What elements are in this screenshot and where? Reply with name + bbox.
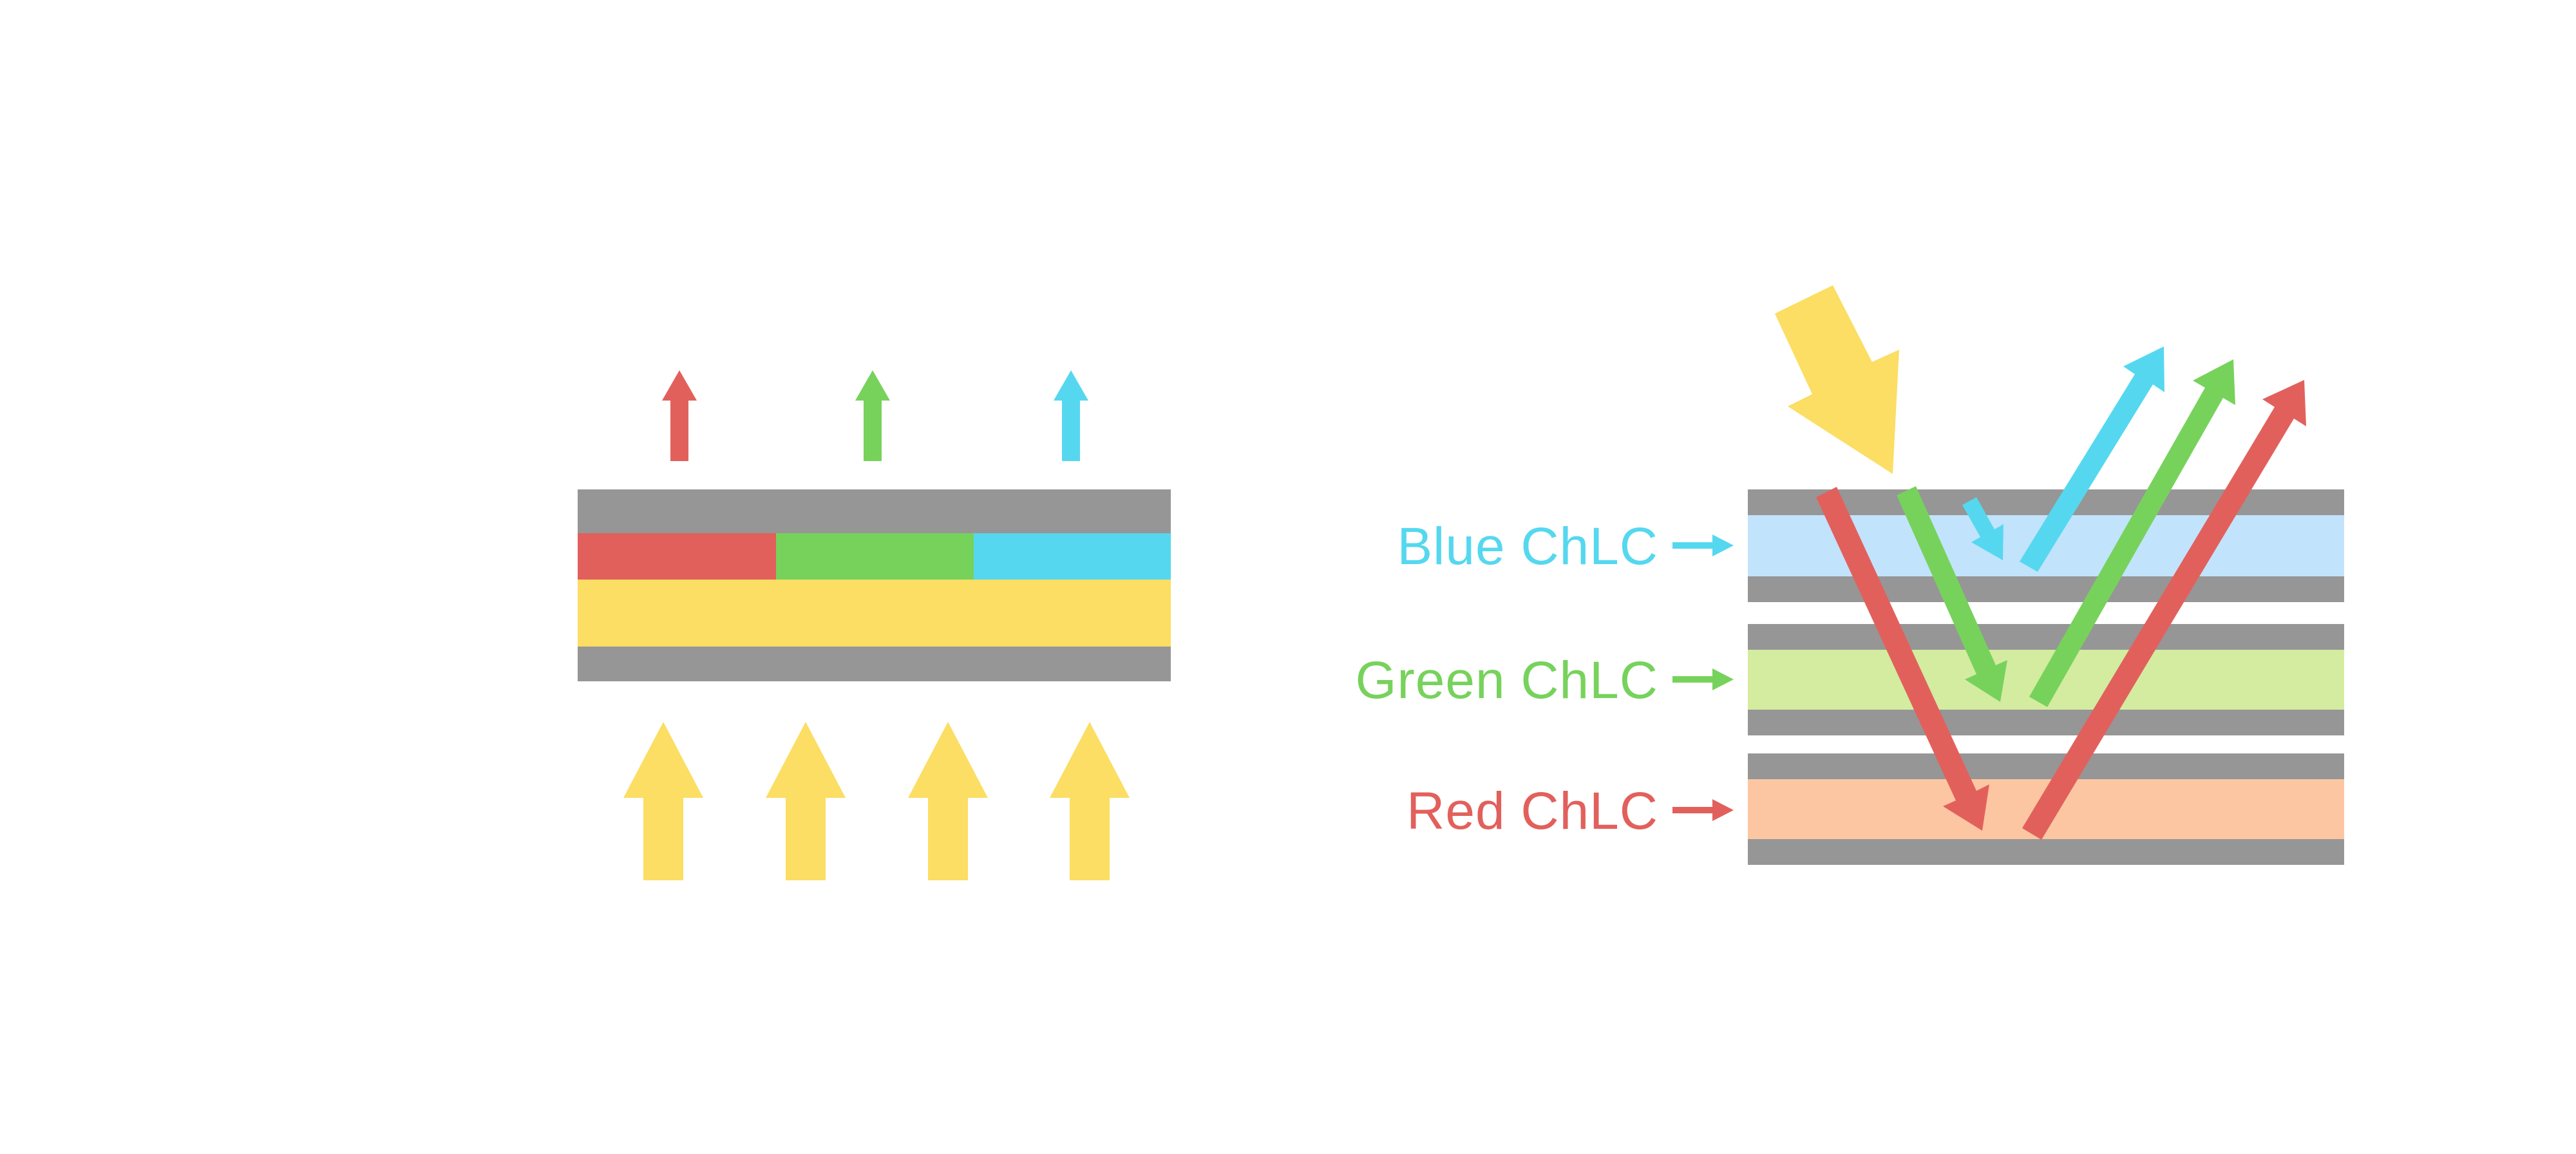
red-chlc-pointer-arrow-icon xyxy=(1672,799,1734,821)
blue-ray-down-arrow-icon xyxy=(1962,497,2003,560)
substrate-bar xyxy=(1748,839,2344,865)
emitted-blue-light-arrow-icon xyxy=(1054,370,1088,461)
red-ray-reflected-arrow-icon xyxy=(2022,380,2306,840)
emitted-green-light-arrow-icon xyxy=(855,370,890,461)
emitted-red-light-arrow-icon xyxy=(662,370,697,461)
blue-chlc-label: Blue ChLC xyxy=(1397,517,1658,576)
bottom-substrate-layer xyxy=(578,647,1171,681)
red-ray-down-arrow-icon xyxy=(1816,487,1989,831)
green-subpixel-filter xyxy=(776,533,974,580)
lcd-stack xyxy=(578,489,1171,681)
blue-ray-reflected-arrow-icon xyxy=(2020,346,2164,572)
layer-labels: Blue ChLC Green ChLC Red ChLC xyxy=(1356,517,1734,840)
backlight-layer xyxy=(578,580,1171,647)
red-chlc-label: Red ChLC xyxy=(1406,782,1658,840)
red-subpixel-filter xyxy=(578,533,776,580)
right-diagram-chlc-stack: Blue ChLC Green ChLC Red ChLC xyxy=(1356,285,2344,865)
substrate-bar xyxy=(1748,753,2344,779)
emitted-light-arrows xyxy=(662,370,1088,461)
green-chlc-pointer-arrow-icon xyxy=(1672,668,1734,690)
blue-subpixel-filter xyxy=(974,533,1171,580)
backlight-arrow-icon xyxy=(623,722,703,880)
substrate-bar xyxy=(1748,710,2344,735)
substrate-bar xyxy=(1748,624,2344,650)
green-chlc-label: Green ChLC xyxy=(1356,651,1658,710)
green-ray-reflected-arrow-icon xyxy=(2029,359,2235,707)
substrate-bar xyxy=(1748,576,2344,602)
backlight-arrow-icon xyxy=(766,722,846,880)
backlight-arrow-icon xyxy=(908,722,988,880)
left-diagram-backlit-rgb-stack xyxy=(578,370,1171,880)
top-substrate-layer xyxy=(578,489,1171,533)
light-ray-arrows xyxy=(1775,285,2306,840)
backlight-arrow-icon xyxy=(1050,722,1130,880)
backlight-arrows xyxy=(623,722,1130,880)
incident-light-arrow-icon xyxy=(1775,285,1899,474)
green-ray-down-arrow-icon xyxy=(1897,486,2007,702)
blue-chlc-pointer-arrow-icon xyxy=(1672,534,1734,556)
